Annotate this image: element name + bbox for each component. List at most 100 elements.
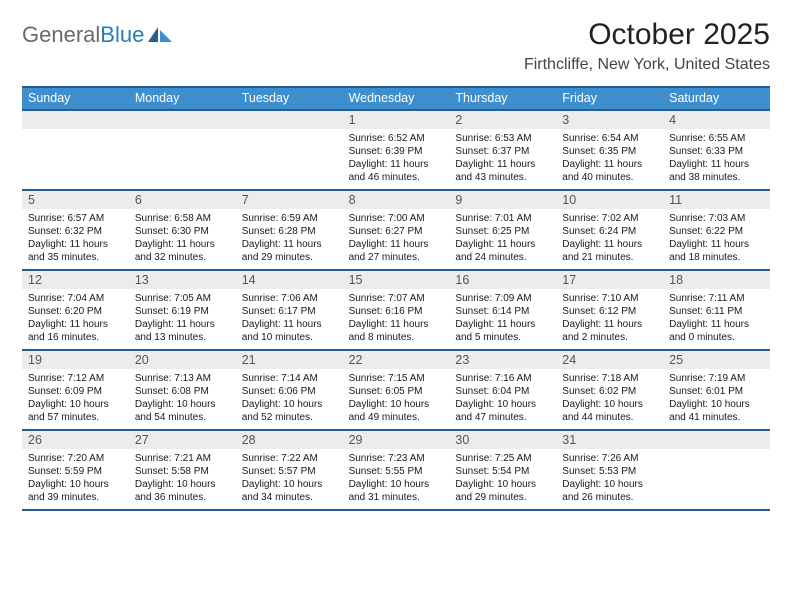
- day-number: 7: [236, 191, 343, 209]
- day-cell: Sunrise: 6:53 AMSunset: 6:37 PMDaylight:…: [449, 129, 556, 189]
- sunrise-text: Sunrise: 7:14 AM: [242, 372, 337, 385]
- daylight-text: Daylight: 10 hours: [349, 478, 444, 491]
- sunrise-text: Sunrise: 7:23 AM: [349, 452, 444, 465]
- daylight-text: and 27 minutes.: [349, 251, 444, 264]
- day-number: 15: [343, 271, 450, 289]
- day-cell-row: Sunrise: 7:12 AMSunset: 6:09 PMDaylight:…: [22, 369, 770, 429]
- sunset-text: Sunset: 5:59 PM: [28, 465, 123, 478]
- daylight-text: Daylight: 11 hours: [28, 238, 123, 251]
- sunrise-text: Sunrise: 7:19 AM: [669, 372, 764, 385]
- daylight-text: and 46 minutes.: [349, 171, 444, 184]
- daylight-text: Daylight: 10 hours: [349, 398, 444, 411]
- day-number: 6: [129, 191, 236, 209]
- daylight-text: and 44 minutes.: [562, 411, 657, 424]
- sunset-text: Sunset: 6:09 PM: [28, 385, 123, 398]
- sunrise-text: Sunrise: 6:54 AM: [562, 132, 657, 145]
- day-number: 21: [236, 351, 343, 369]
- sunrise-text: Sunrise: 6:53 AM: [455, 132, 550, 145]
- daylight-text: and 36 minutes.: [135, 491, 230, 504]
- sunset-text: Sunset: 6:37 PM: [455, 145, 550, 158]
- sunset-text: Sunset: 6:33 PM: [669, 145, 764, 158]
- sunset-text: Sunset: 6:25 PM: [455, 225, 550, 238]
- daylight-text: and 5 minutes.: [455, 331, 550, 344]
- weekday-header: Saturday: [663, 88, 770, 109]
- sunrise-text: Sunrise: 7:25 AM: [455, 452, 550, 465]
- day-number: 23: [449, 351, 556, 369]
- daylight-text: and 21 minutes.: [562, 251, 657, 264]
- sunrise-text: Sunrise: 7:02 AM: [562, 212, 657, 225]
- weekday-header: Wednesday: [343, 88, 450, 109]
- daylight-text: Daylight: 10 hours: [562, 478, 657, 491]
- location: Firthcliffe, New York, United States: [524, 56, 770, 74]
- sunset-text: Sunset: 6:05 PM: [349, 385, 444, 398]
- sunrise-text: Sunrise: 7:22 AM: [242, 452, 337, 465]
- day-number: 17: [556, 271, 663, 289]
- day-number: 10: [556, 191, 663, 209]
- sunset-text: Sunset: 6:19 PM: [135, 305, 230, 318]
- sunrise-text: Sunrise: 6:52 AM: [349, 132, 444, 145]
- day-number: [22, 111, 129, 129]
- sunrise-text: Sunrise: 7:07 AM: [349, 292, 444, 305]
- day-number: 25: [663, 351, 770, 369]
- sunset-text: Sunset: 5:58 PM: [135, 465, 230, 478]
- daylight-text: Daylight: 10 hours: [562, 398, 657, 411]
- sunset-text: Sunset: 6:32 PM: [28, 225, 123, 238]
- sunset-text: Sunset: 6:06 PM: [242, 385, 337, 398]
- sunset-text: Sunset: 5:57 PM: [242, 465, 337, 478]
- day-number: 22: [343, 351, 450, 369]
- logo-sails-icon: [146, 24, 174, 46]
- day-cell: Sunrise: 7:09 AMSunset: 6:14 PMDaylight:…: [449, 289, 556, 349]
- day-number: 29: [343, 431, 450, 449]
- day-number: 9: [449, 191, 556, 209]
- day-cell: Sunrise: 7:21 AMSunset: 5:58 PMDaylight:…: [129, 449, 236, 509]
- sunset-text: Sunset: 5:55 PM: [349, 465, 444, 478]
- day-cell-row: Sunrise: 6:57 AMSunset: 6:32 PMDaylight:…: [22, 209, 770, 269]
- sunrise-text: Sunrise: 7:13 AM: [135, 372, 230, 385]
- day-cell: Sunrise: 7:23 AMSunset: 5:55 PMDaylight:…: [343, 449, 450, 509]
- day-cell: Sunrise: 7:10 AMSunset: 6:12 PMDaylight:…: [556, 289, 663, 349]
- sunset-text: Sunset: 6:17 PM: [242, 305, 337, 318]
- logo-text-1: General: [22, 22, 100, 48]
- sunset-text: Sunset: 6:12 PM: [562, 305, 657, 318]
- daylight-text: and 24 minutes.: [455, 251, 550, 264]
- day-cell: Sunrise: 7:00 AMSunset: 6:27 PMDaylight:…: [343, 209, 450, 269]
- sunset-text: Sunset: 5:53 PM: [562, 465, 657, 478]
- sunrise-text: Sunrise: 7:04 AM: [28, 292, 123, 305]
- day-cell: Sunrise: 7:22 AMSunset: 5:57 PMDaylight:…: [236, 449, 343, 509]
- daylight-text: and 29 minutes.: [242, 251, 337, 264]
- daylight-text: and 57 minutes.: [28, 411, 123, 424]
- daylight-text: and 32 minutes.: [135, 251, 230, 264]
- day-number-row: 567891011: [22, 189, 770, 209]
- day-cell: Sunrise: 7:15 AMSunset: 6:05 PMDaylight:…: [343, 369, 450, 429]
- calendar: SundayMondayTuesdayWednesdayThursdayFrid…: [22, 86, 770, 511]
- title-block: October 2025 Firthcliffe, New York, Unit…: [524, 18, 770, 80]
- daylight-text: and 54 minutes.: [135, 411, 230, 424]
- sunset-text: Sunset: 6:28 PM: [242, 225, 337, 238]
- day-number: 12: [22, 271, 129, 289]
- day-number: 3: [556, 111, 663, 129]
- logo-text-2: Blue: [100, 22, 144, 48]
- daylight-text: Daylight: 11 hours: [349, 318, 444, 331]
- weekday-header: Sunday: [22, 88, 129, 109]
- daylight-text: and 16 minutes.: [28, 331, 123, 344]
- sunset-text: Sunset: 6:08 PM: [135, 385, 230, 398]
- daylight-text: and 39 minutes.: [28, 491, 123, 504]
- weekday-header: Thursday: [449, 88, 556, 109]
- day-cell: Sunrise: 7:16 AMSunset: 6:04 PMDaylight:…: [449, 369, 556, 429]
- sunrise-text: Sunrise: 7:21 AM: [135, 452, 230, 465]
- daylight-text: Daylight: 11 hours: [562, 158, 657, 171]
- daylight-text: Daylight: 11 hours: [669, 318, 764, 331]
- daylight-text: Daylight: 10 hours: [455, 478, 550, 491]
- daylight-text: Daylight: 11 hours: [135, 318, 230, 331]
- sunrise-text: Sunrise: 7:26 AM: [562, 452, 657, 465]
- sunset-text: Sunset: 6:16 PM: [349, 305, 444, 318]
- sunrise-text: Sunrise: 6:57 AM: [28, 212, 123, 225]
- day-number: 24: [556, 351, 663, 369]
- day-cell: [236, 129, 343, 189]
- day-cell: Sunrise: 7:06 AMSunset: 6:17 PMDaylight:…: [236, 289, 343, 349]
- daylight-text: Daylight: 10 hours: [135, 478, 230, 491]
- daylight-text: Daylight: 11 hours: [349, 238, 444, 251]
- day-cell: Sunrise: 7:18 AMSunset: 6:02 PMDaylight:…: [556, 369, 663, 429]
- day-cell: Sunrise: 7:05 AMSunset: 6:19 PMDaylight:…: [129, 289, 236, 349]
- sunrise-text: Sunrise: 7:00 AM: [349, 212, 444, 225]
